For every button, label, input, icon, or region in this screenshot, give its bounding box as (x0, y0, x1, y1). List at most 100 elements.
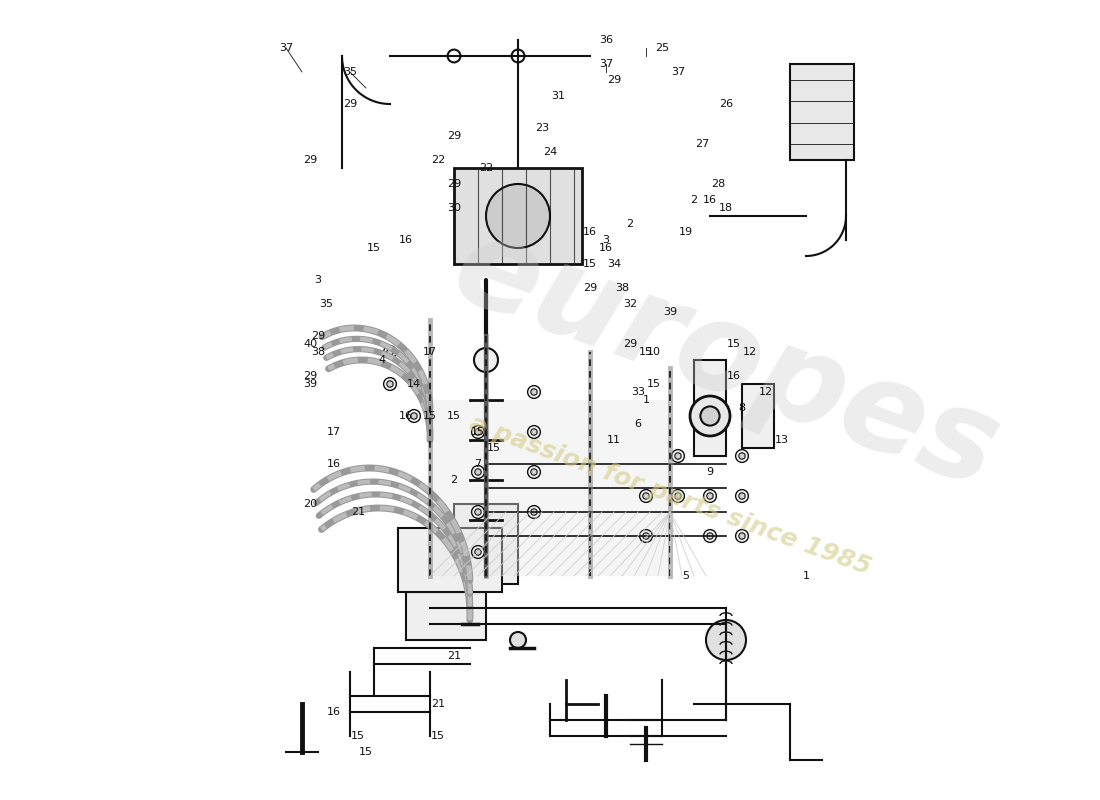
Text: 16: 16 (399, 235, 412, 245)
Text: 25: 25 (654, 43, 669, 53)
Text: 33: 33 (631, 387, 645, 397)
Text: 8: 8 (738, 403, 746, 413)
Text: 37: 37 (598, 59, 613, 69)
Circle shape (706, 620, 746, 660)
Text: 40: 40 (302, 339, 317, 349)
Text: 28: 28 (711, 179, 725, 189)
Circle shape (739, 453, 745, 459)
Circle shape (531, 389, 537, 395)
Circle shape (736, 530, 748, 542)
Text: 15: 15 (727, 339, 741, 349)
Text: 16: 16 (327, 707, 341, 717)
Circle shape (510, 632, 526, 648)
Circle shape (531, 429, 537, 435)
Circle shape (410, 413, 417, 419)
Text: a passion for parts since 1985: a passion for parts since 1985 (466, 412, 874, 580)
Circle shape (474, 348, 498, 372)
Text: 32: 32 (623, 299, 637, 309)
Text: 38: 38 (311, 347, 326, 357)
Text: 15: 15 (471, 427, 485, 437)
Circle shape (486, 184, 550, 248)
Text: 16: 16 (703, 195, 717, 205)
Text: 7: 7 (474, 459, 482, 469)
Text: 12: 12 (759, 387, 773, 397)
Circle shape (384, 378, 396, 390)
Text: 12: 12 (742, 347, 757, 357)
Circle shape (674, 493, 681, 499)
Text: 22: 22 (478, 163, 493, 173)
Text: 34: 34 (607, 259, 621, 269)
Text: 37: 37 (671, 67, 685, 77)
Text: 2: 2 (626, 219, 634, 229)
Circle shape (672, 490, 684, 502)
Text: 15: 15 (351, 731, 365, 741)
Text: 24: 24 (543, 147, 557, 157)
Text: 15: 15 (583, 259, 597, 269)
Text: 38: 38 (615, 283, 629, 293)
Text: 11: 11 (607, 435, 621, 445)
Text: 15: 15 (424, 411, 437, 421)
Bar (398, 528, 502, 592)
Circle shape (528, 506, 540, 518)
Text: 3: 3 (315, 275, 321, 285)
Circle shape (475, 429, 481, 435)
Text: 26: 26 (719, 99, 733, 109)
Circle shape (642, 533, 649, 539)
Text: 16: 16 (600, 243, 613, 253)
Circle shape (472, 546, 484, 558)
Circle shape (528, 386, 540, 398)
Circle shape (672, 450, 684, 462)
Text: 15: 15 (639, 347, 653, 357)
Text: 21: 21 (431, 699, 446, 709)
Text: 14: 14 (407, 379, 421, 389)
Text: 27: 27 (695, 139, 710, 149)
Circle shape (736, 490, 748, 502)
Circle shape (475, 469, 481, 475)
Circle shape (472, 466, 484, 478)
Circle shape (387, 381, 393, 387)
Text: 29: 29 (623, 339, 637, 349)
Circle shape (475, 509, 481, 515)
Text: 18: 18 (719, 203, 733, 213)
Text: 20: 20 (302, 499, 317, 509)
Text: 29: 29 (343, 99, 358, 109)
Text: 22: 22 (431, 155, 446, 165)
Circle shape (701, 406, 719, 426)
Circle shape (736, 450, 748, 462)
Circle shape (739, 533, 745, 539)
Text: 29: 29 (583, 283, 597, 293)
Bar (454, 504, 518, 584)
Text: 4: 4 (378, 355, 386, 365)
Circle shape (408, 410, 420, 422)
Bar (694, 360, 726, 456)
Circle shape (674, 453, 681, 459)
Text: 35: 35 (343, 67, 358, 77)
Text: 29: 29 (607, 75, 621, 85)
Text: 39: 39 (663, 307, 678, 317)
Circle shape (690, 396, 730, 436)
Circle shape (472, 506, 484, 518)
Circle shape (707, 533, 713, 539)
Text: 29: 29 (302, 371, 317, 381)
Circle shape (387, 349, 393, 355)
Text: 17: 17 (422, 347, 437, 357)
Text: 2: 2 (450, 475, 458, 485)
Circle shape (528, 466, 540, 478)
Text: 31: 31 (551, 91, 565, 101)
Text: 23: 23 (535, 123, 549, 133)
Text: 2: 2 (691, 195, 697, 205)
Circle shape (642, 493, 649, 499)
Bar (742, 384, 774, 448)
Bar (430, 400, 670, 576)
Text: 13: 13 (776, 435, 789, 445)
Text: 29: 29 (311, 331, 326, 341)
Text: 5: 5 (682, 571, 690, 581)
Text: 21: 21 (351, 507, 365, 517)
Text: 15: 15 (447, 411, 461, 421)
Text: 39: 39 (302, 379, 317, 389)
Text: 15: 15 (359, 747, 373, 757)
Text: 15: 15 (367, 243, 381, 253)
Text: 19: 19 (679, 227, 693, 237)
Text: 9: 9 (706, 467, 714, 477)
Circle shape (704, 530, 716, 542)
